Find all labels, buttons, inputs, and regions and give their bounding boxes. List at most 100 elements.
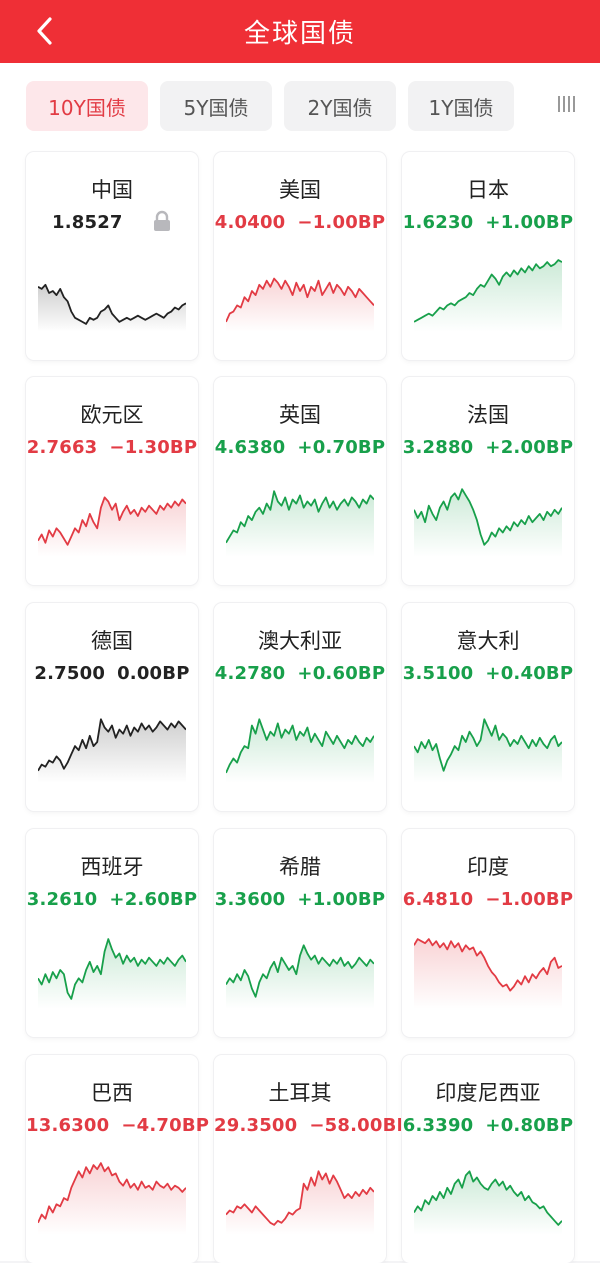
yield-sparkline bbox=[38, 496, 186, 557]
yield-quote: 6.4810 −1.00BP bbox=[402, 889, 574, 910]
bond-card[interactable]: 印度 6.4810 −1.00BP bbox=[402, 829, 574, 1037]
yield-value: 2.7500 bbox=[34, 663, 106, 684]
bond-card[interactable]: 西班牙 3.2610 +2.60BP bbox=[26, 829, 198, 1037]
bond-card[interactable]: 日本 1.6230 +1.00BP bbox=[402, 152, 574, 360]
country-name: 西班牙 bbox=[80, 855, 144, 879]
tab-5y[interactable]: 5Y国债 bbox=[160, 81, 272, 131]
more-tabs-icon[interactable] bbox=[556, 93, 578, 115]
tab-1y[interactable]: 1Y国债 bbox=[408, 81, 514, 131]
yield-sparkline bbox=[38, 1162, 186, 1235]
app-header: 全球国债 bbox=[0, 0, 600, 63]
sparkline-area bbox=[414, 719, 562, 783]
yield-value: 4.2780 bbox=[214, 663, 286, 684]
sparkline-area bbox=[38, 939, 186, 1009]
yield-sparkline bbox=[414, 718, 562, 783]
bond-card[interactable]: 中国 1.8527 bbox=[26, 152, 198, 360]
tab-bar: 10Y国债 5Y国债 2Y国债 1Y国债 bbox=[0, 63, 600, 149]
yield-sparkline bbox=[414, 1170, 562, 1235]
country-name: 美国 bbox=[279, 178, 321, 202]
yield-sparkline bbox=[226, 718, 374, 783]
sparkline-area bbox=[38, 284, 186, 332]
sparkline-line bbox=[226, 1170, 374, 1226]
page-title: 全球国债 bbox=[243, 19, 356, 49]
bond-card[interactable]: 土耳其 29.3500 −58.00BP bbox=[214, 1055, 410, 1263]
bond-card[interactable]: 英国 4.6380 +0.70BP bbox=[214, 377, 386, 585]
back-button[interactable] bbox=[26, 12, 64, 50]
bond-card[interactable]: 意大利 3.5100 +0.40BP bbox=[402, 603, 574, 811]
yield-change: −4.70BP bbox=[121, 1115, 210, 1136]
yield-change: −1.00BP bbox=[485, 889, 574, 910]
yield-value: 6.3390 bbox=[402, 1115, 474, 1136]
country-name: 澳大利亚 bbox=[258, 629, 342, 653]
yield-change: −1.30BP bbox=[109, 437, 198, 458]
yield-quote: 2.7500 0.00BP bbox=[26, 663, 198, 684]
sparkline-area bbox=[38, 719, 186, 783]
sparkline-area bbox=[38, 497, 186, 557]
yield-change: +0.70BP bbox=[297, 437, 386, 458]
yield-value: 2.7663 bbox=[26, 437, 98, 458]
yield-sparkline bbox=[414, 488, 562, 557]
sparkline-area bbox=[414, 260, 562, 332]
yield-value: 3.2880 bbox=[402, 437, 474, 458]
yield-value: 29.3500 bbox=[214, 1115, 298, 1136]
bond-card[interactable]: 美国 4.0400 −1.00BP bbox=[214, 152, 386, 360]
yield-change: +2.00BP bbox=[485, 437, 574, 458]
yield-quote: 29.3500 −58.00BP bbox=[214, 1115, 410, 1136]
yield-value: 1.6230 bbox=[402, 212, 474, 233]
sparkline-area bbox=[226, 945, 374, 1009]
country-name: 日本 bbox=[467, 178, 509, 202]
sparkline-line bbox=[414, 718, 562, 772]
sparkline-line bbox=[38, 283, 186, 325]
yield-change: +1.00BP bbox=[485, 212, 574, 233]
yield-value: 4.6380 bbox=[214, 437, 286, 458]
chevron-left-icon bbox=[37, 17, 52, 45]
yield-quote: 1.6230 +1.00BP bbox=[402, 212, 574, 233]
yield-sparkline bbox=[38, 283, 186, 332]
yield-quote: 6.3390 +0.80BP bbox=[402, 1115, 574, 1136]
sparkline-line bbox=[226, 718, 374, 774]
yield-value: 1.8527 bbox=[52, 212, 123, 233]
yield-sparkline bbox=[226, 277, 374, 332]
yield-value: 3.3600 bbox=[214, 889, 286, 910]
yield-quote: 3.5100 +0.40BP bbox=[402, 663, 574, 684]
sparkline-area bbox=[414, 939, 562, 1009]
yield-value: 3.5100 bbox=[402, 663, 474, 684]
yield-value: 13.6300 bbox=[26, 1115, 110, 1136]
yield-change: +2.60BP bbox=[109, 889, 198, 910]
tab-10y[interactable]: 10Y国债 bbox=[26, 81, 148, 131]
yield-change: −1.00BP bbox=[297, 212, 386, 233]
yield-quote: 13.6300 −4.70BP bbox=[26, 1115, 209, 1136]
country-name: 英国 bbox=[279, 403, 321, 427]
yield-sparkline bbox=[38, 938, 186, 1009]
yield-quote: 4.6380 +0.70BP bbox=[214, 437, 386, 458]
yield-quote: 3.3600 +1.00BP bbox=[214, 889, 386, 910]
yield-sparkline bbox=[38, 718, 186, 783]
sparkline-line bbox=[226, 277, 374, 323]
bond-card[interactable]: 澳大利亚 4.2780 +0.60BP bbox=[214, 603, 386, 811]
country-name: 意大利 bbox=[456, 629, 520, 653]
yield-quote: 1.8527 bbox=[26, 212, 198, 233]
sparkline-line bbox=[226, 944, 374, 998]
yield-change: +1.00BP bbox=[297, 889, 386, 910]
lock-icon[interactable] bbox=[151, 210, 173, 232]
yield-sparkline bbox=[226, 944, 374, 1009]
country-name: 巴西 bbox=[91, 1081, 133, 1105]
yield-sparkline bbox=[414, 938, 562, 1009]
yield-sparkline bbox=[226, 490, 374, 557]
yield-value: 6.4810 bbox=[402, 889, 474, 910]
country-name: 印度尼西亚 bbox=[435, 1081, 541, 1105]
bond-card[interactable]: 法国 3.2880 +2.00BP bbox=[402, 377, 574, 585]
sparkline-area bbox=[226, 1171, 374, 1235]
bond-card[interactable]: 印度尼西亚 6.3390 +0.80BP bbox=[402, 1055, 574, 1263]
yield-quote: 4.2780 +0.60BP bbox=[214, 663, 386, 684]
country-name: 土耳其 bbox=[268, 1081, 332, 1105]
country-name: 印度 bbox=[467, 855, 509, 879]
bond-card[interactable]: 欧元区 2.7663 −1.30BP bbox=[26, 377, 198, 585]
yield-sparkline bbox=[226, 1170, 374, 1235]
bond-card[interactable]: 巴西 13.6300 −4.70BP bbox=[26, 1055, 209, 1263]
bond-card[interactable]: 希腊 3.3600 +1.00BP bbox=[214, 829, 386, 1037]
tab-2y[interactable]: 2Y国债 bbox=[284, 81, 396, 131]
bond-card[interactable]: 德国 2.7500 0.00BP bbox=[26, 603, 198, 811]
yield-value: 4.0400 bbox=[214, 212, 286, 233]
yield-change: +0.60BP bbox=[297, 663, 386, 684]
